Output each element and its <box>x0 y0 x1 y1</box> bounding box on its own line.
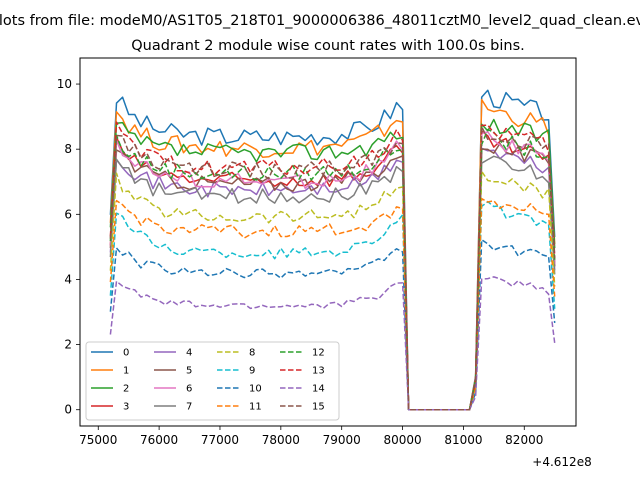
x-tick-label: 78000 <box>262 433 300 447</box>
y-tick-label: 2 <box>64 338 72 352</box>
legend-item-11: 11 <box>217 402 262 413</box>
x-tick-label: 77000 <box>201 433 239 447</box>
legend-label: 4 <box>186 348 192 359</box>
chart-title: Quadrant 2 module wise count rates with … <box>131 38 525 54</box>
legend-item-3: 3 <box>91 402 129 413</box>
legend-label: 0 <box>123 348 129 359</box>
series-line-13 <box>109 121 556 411</box>
x-tick-label: 80000 <box>383 433 421 447</box>
series-layer <box>109 89 556 411</box>
legend-label: 5 <box>186 366 192 377</box>
legend-box <box>85 341 340 421</box>
legend-item-10: 10 <box>217 384 262 395</box>
series-line-15 <box>109 125 556 411</box>
y-tick-label: 8 <box>64 142 72 156</box>
legend-label: 14 <box>312 384 325 395</box>
y-axis: 0 2 4 6 8 10 <box>57 77 80 417</box>
legend-label: 9 <box>249 366 255 377</box>
legend-item-9: 9 <box>217 366 255 377</box>
y-tick-label: 6 <box>64 207 72 221</box>
legend-label: 10 <box>249 384 262 395</box>
series-line-12 <box>109 128 556 411</box>
legend-label: 1 <box>123 366 129 377</box>
x-axis-offset-label: +4.612e8 <box>532 455 591 469</box>
legend-item-2: 2 <box>91 384 129 395</box>
legend-item-8: 8 <box>217 348 255 359</box>
x-tick-label: 76000 <box>140 433 178 447</box>
x-tick-label: 82000 <box>505 433 543 447</box>
x-axis: 75000 76000 77000 78000 79000 80000 81000 82000 <box>79 426 543 447</box>
legend-item-4: 4 <box>154 348 192 359</box>
y-tick-label: 10 <box>57 77 72 91</box>
legend-label: 13 <box>312 366 325 377</box>
legend-item-6: 6 <box>154 384 192 395</box>
legend-item-7: 7 <box>154 402 192 413</box>
legend-label: 15 <box>312 402 325 413</box>
legend-item-5: 5 <box>154 366 192 377</box>
y-tick-label: 4 <box>64 272 72 286</box>
legend-item-14: 14 <box>280 384 325 395</box>
series-line-14 <box>109 276 556 411</box>
legend-item-1: 1 <box>91 366 129 377</box>
figure-suptitle: Plots from file: modeM0/AS1T05_218T01_90… <box>0 13 640 29</box>
x-tick-label: 81000 <box>444 433 482 447</box>
x-tick-label: 75000 <box>79 433 117 447</box>
legend-label: 11 <box>249 402 262 413</box>
plot-frame <box>79 57 577 427</box>
legend-label: 3 <box>123 402 129 413</box>
legend-item-15: 15 <box>280 402 325 413</box>
legend-label: 8 <box>249 348 255 359</box>
y-tick-label: 0 <box>64 403 72 417</box>
legend-label: 6 <box>186 384 192 395</box>
legend-label: 7 <box>186 402 192 413</box>
series-line-11 <box>109 197 556 411</box>
x-tick-label: 79000 <box>323 433 361 447</box>
legend-item-0: 0 <box>91 348 129 359</box>
legend-item-13: 13 <box>280 366 325 377</box>
legend-item-12: 12 <box>280 348 325 359</box>
legend-label: 12 <box>312 348 325 359</box>
legend-label: 2 <box>123 384 129 395</box>
series-line-10 <box>109 239 556 411</box>
